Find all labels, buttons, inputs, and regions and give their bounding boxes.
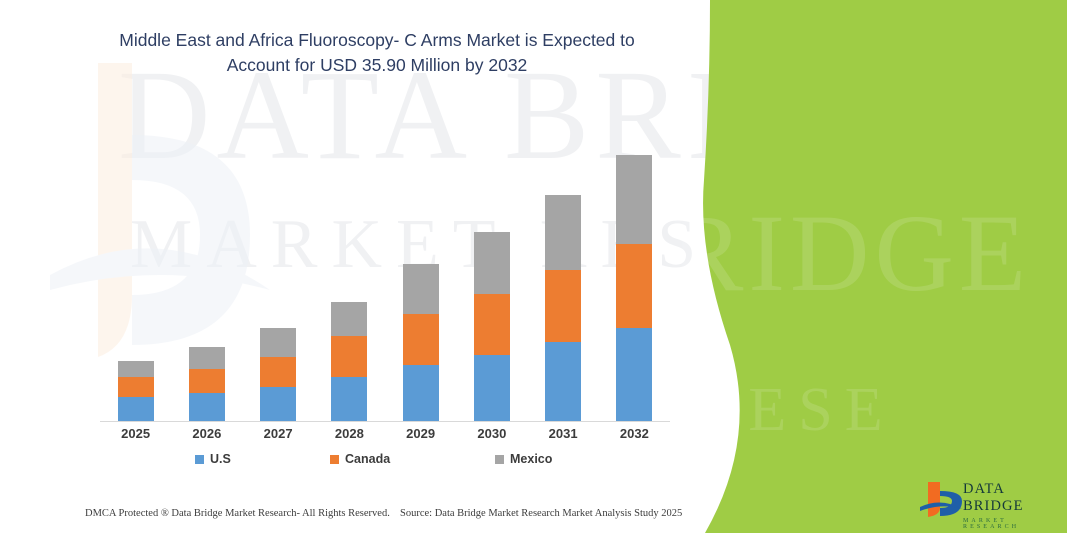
footer: DMCA Protected ® Data Bridge Market Rese… — [0, 505, 700, 527]
legend-swatch-icon — [330, 454, 339, 464]
bar-segment-us — [260, 386, 297, 421]
x-axis-label-2032: 2032 — [619, 426, 649, 441]
legend-label: Mexico — [510, 452, 553, 466]
x-axis-labels: 2025 2026 2027 2028 2029 2030 2031 2032 — [100, 426, 670, 448]
bar-segment-mexico — [117, 360, 154, 377]
bar-segment-canada — [260, 356, 297, 387]
data-bridge-logo-text: DATA BRIDGE MARKET RESEARCH — [963, 481, 1067, 530]
legend-swatch-icon — [495, 454, 504, 464]
x-axis-label-2030: 2030 — [477, 426, 507, 441]
legend-label: Canada — [345, 452, 391, 466]
bar-segment-canada — [331, 336, 368, 377]
legend-swatch-icon — [195, 454, 204, 464]
bar-segment-us — [616, 328, 653, 421]
green-panel-shape: RIDGE RESE — [670, 0, 1067, 533]
bar-segment-canada — [117, 376, 154, 397]
bar-group — [117, 360, 154, 421]
bar-segment-canada — [616, 243, 653, 329]
svg-text:RESE: RESE — [695, 376, 895, 444]
x-axis-label-2031: 2031 — [548, 426, 578, 441]
legend-label: U.S — [210, 452, 231, 466]
x-axis-line — [100, 421, 670, 422]
x-axis-label-2025: 2025 — [121, 426, 151, 441]
logo-name: DATA BRIDGE — [963, 481, 1024, 514]
stacked-bar-chart: 2025 2026 2027 2028 2029 2030 2031 2032 — [80, 140, 680, 441]
bar-group — [402, 263, 439, 421]
bar-group — [260, 328, 297, 421]
green-side-panel: RIDGE RESE Middle East and Africa Fluoro… — [640, 0, 1067, 533]
bar-group — [616, 155, 653, 421]
bar-group — [545, 195, 582, 421]
legend-item-mexico[interactable]: Mexico — [495, 452, 552, 466]
bar-segment-us — [331, 376, 368, 421]
bar-group — [331, 302, 368, 421]
x-axis-label-2029: 2029 — [406, 426, 436, 441]
bar-segment-us — [473, 354, 510, 421]
bar-segment-mexico — [188, 346, 225, 369]
bar-segment-mexico — [260, 328, 297, 357]
bar-segment-mexico — [616, 155, 653, 244]
bar-segment-mexico — [473, 231, 510, 295]
bar-segment-mexico — [402, 263, 439, 315]
legend-item-us[interactable]: U.S — [195, 452, 231, 466]
data-bridge-logo-icon — [920, 482, 962, 517]
footer-copyright: DMCA Protected ® Data Bridge Market Rese… — [85, 508, 390, 519]
x-axis-label-2026: 2026 — [192, 426, 222, 441]
bar-segment-canada — [188, 368, 225, 393]
x-axis-label-2028: 2028 — [334, 426, 364, 441]
bar-segment-us — [402, 364, 439, 421]
x-axis-label-2027: 2027 — [263, 426, 293, 441]
bar-segment-us — [117, 396, 154, 421]
bar-segment-us — [188, 392, 225, 421]
chart-plot-area — [100, 140, 670, 422]
svg-text:RIDGE: RIDGE — [670, 192, 1031, 314]
bar-segment-us — [545, 342, 582, 421]
legend-item-canada[interactable]: Canada — [330, 452, 390, 466]
bar-segment-canada — [545, 269, 582, 343]
bar-group — [473, 231, 510, 421]
chart-legend: U.S Canada Mexico — [175, 452, 595, 472]
bar-segment-canada — [402, 314, 439, 365]
bar-group — [188, 346, 225, 421]
bar-segment-canada — [473, 294, 510, 355]
footer-source: Source: Data Bridge Market Research Mark… — [400, 508, 683, 519]
logo-subtitle: MARKET RESEARCH — [963, 518, 1020, 530]
bar-segment-mexico — [545, 195, 582, 270]
bar-segment-mexico — [331, 302, 368, 337]
page-title: Middle East and Africa Fluoroscopy- C Ar… — [119, 30, 635, 75]
